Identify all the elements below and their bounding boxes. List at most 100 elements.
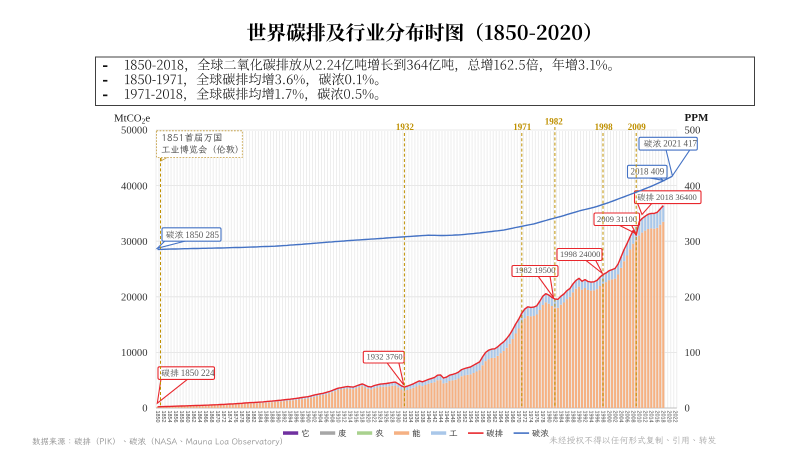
svg-text:1884: 1884: [256, 411, 262, 423]
svg-text:1880: 1880: [244, 411, 250, 423]
svg-text:1982 19500: 1982 19500: [515, 265, 555, 275]
svg-text:1916: 1916: [353, 411, 359, 423]
svg-text:1910: 1910: [335, 411, 341, 423]
svg-text:1956: 1956: [473, 411, 479, 423]
svg-text:1892: 1892: [280, 411, 286, 423]
svg-text:2009: 2009: [628, 122, 647, 132]
svg-text:2014: 2014: [648, 411, 654, 423]
svg-text:1968: 1968: [509, 411, 515, 423]
svg-text:2012: 2012: [642, 411, 648, 423]
svg-text:1948: 1948: [449, 411, 455, 423]
svg-text:10000: 10000: [121, 348, 147, 359]
svg-text:1924: 1924: [377, 411, 383, 423]
svg-text:1982: 1982: [545, 117, 564, 127]
svg-text:2004: 2004: [618, 411, 624, 423]
svg-text:1960: 1960: [485, 411, 491, 423]
svg-text:1896: 1896: [292, 411, 298, 423]
svg-text:30000: 30000: [121, 237, 147, 248]
svg-text:1971: 1971: [513, 122, 532, 132]
svg-text:1856: 1856: [172, 411, 178, 423]
svg-text:40000: 40000: [121, 181, 147, 192]
svg-text:1932 3760: 1932 3760: [367, 352, 403, 362]
svg-text:2022: 2022: [672, 411, 678, 423]
svg-text:1862: 1862: [190, 411, 196, 423]
svg-text:1938: 1938: [419, 411, 425, 423]
svg-text:1906: 1906: [323, 411, 329, 423]
svg-text:1918: 1918: [359, 411, 365, 423]
svg-text:1974: 1974: [527, 411, 533, 423]
svg-text:2008: 2008: [630, 411, 636, 423]
svg-text:1874: 1874: [226, 411, 232, 423]
svg-text:1894: 1894: [286, 411, 292, 423]
svg-text:1926: 1926: [383, 411, 389, 423]
svg-text:1986: 1986: [563, 411, 569, 423]
svg-text:1878: 1878: [238, 411, 244, 423]
svg-text:1912: 1912: [341, 411, 347, 423]
svg-text:1962: 1962: [491, 411, 497, 423]
svg-text:1868: 1868: [208, 411, 214, 423]
svg-text:1900: 1900: [304, 411, 310, 423]
svg-text:300: 300: [685, 237, 701, 248]
svg-text:1858: 1858: [178, 411, 184, 423]
svg-text:PPM: PPM: [685, 112, 709, 124]
svg-text:1996: 1996: [593, 411, 599, 423]
svg-text:1998: 1998: [599, 411, 605, 423]
svg-text:1940: 1940: [425, 411, 431, 423]
svg-text:1930: 1930: [395, 411, 401, 423]
svg-text:1904: 1904: [317, 411, 323, 423]
svg-text:1922: 1922: [371, 411, 377, 423]
svg-text:1888: 1888: [268, 411, 274, 423]
svg-text:1876: 1876: [232, 411, 238, 423]
svg-text:1964: 1964: [497, 411, 503, 423]
svg-text:1984: 1984: [557, 411, 563, 423]
svg-text:50000: 50000: [121, 126, 147, 137]
svg-text:1958: 1958: [479, 411, 485, 423]
svg-text:2010: 2010: [636, 411, 642, 423]
svg-text:20000: 20000: [121, 293, 147, 304]
svg-text:1908: 1908: [329, 411, 335, 423]
svg-text:2018 409: 2018 409: [631, 167, 665, 177]
svg-text:1976: 1976: [533, 411, 539, 423]
svg-text:1942: 1942: [431, 411, 437, 423]
svg-text:1920: 1920: [365, 411, 371, 423]
svg-text:1954: 1954: [467, 411, 473, 423]
svg-text:1982: 1982: [551, 411, 557, 423]
svg-text:1972: 1972: [521, 411, 527, 423]
svg-text:2000: 2000: [606, 411, 612, 423]
svg-text:1994: 1994: [587, 411, 593, 423]
svg-text:1946: 1946: [443, 411, 449, 423]
svg-text:1932: 1932: [401, 411, 407, 423]
svg-text:400: 400: [685, 181, 701, 192]
svg-text:1998: 1998: [595, 122, 614, 132]
svg-text:2002: 2002: [612, 411, 618, 423]
svg-text:1852: 1852: [160, 411, 166, 423]
svg-text:200: 200: [685, 293, 701, 304]
svg-text:1864: 1864: [196, 411, 202, 423]
svg-text:1914: 1914: [347, 411, 353, 423]
svg-text:1928: 1928: [389, 411, 395, 423]
svg-text:1902: 1902: [310, 411, 316, 423]
svg-text:1998 24000: 1998 24000: [560, 249, 600, 259]
svg-text:1934: 1934: [407, 411, 413, 423]
svg-text:1944: 1944: [437, 411, 443, 423]
svg-text:1850: 1850: [154, 411, 160, 423]
svg-text:1988: 1988: [569, 411, 575, 423]
svg-text:1872: 1872: [220, 411, 226, 423]
svg-text:1854: 1854: [166, 411, 172, 423]
svg-text:1882: 1882: [250, 411, 256, 423]
svg-text:2018: 2018: [660, 411, 666, 423]
svg-text:0: 0: [142, 404, 147, 415]
svg-text:2018 36400: 2018 36400: [656, 192, 697, 202]
svg-text:2021 417: 2021 417: [663, 139, 697, 149]
svg-text:1952: 1952: [461, 411, 467, 423]
svg-text:1932: 1932: [396, 122, 415, 132]
svg-text:1886: 1886: [262, 411, 268, 423]
svg-text:1980: 1980: [545, 411, 551, 423]
svg-text:1898: 1898: [298, 411, 304, 423]
svg-text:MtCO2e: MtCO2e: [114, 113, 150, 126]
svg-text:1870: 1870: [214, 411, 220, 423]
svg-text:1860: 1860: [184, 411, 190, 423]
svg-text:2006: 2006: [624, 411, 630, 423]
svg-text:1978: 1978: [539, 411, 545, 423]
svg-text:100: 100: [685, 348, 701, 359]
